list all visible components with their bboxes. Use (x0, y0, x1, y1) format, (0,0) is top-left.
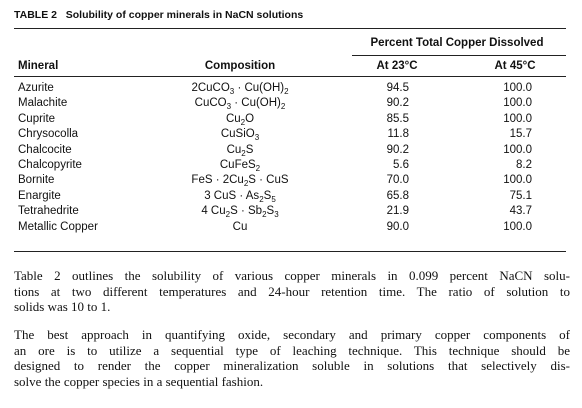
rule (352, 55, 566, 56)
table-label: TABLE 2 (14, 9, 57, 21)
value-45c: 100.0 (503, 82, 532, 94)
value-23c: 90.0 (386, 220, 409, 233)
value-45c: 100.0 (503, 143, 532, 156)
composition: FeS · 2Cu2S · CuS (170, 174, 310, 189)
value-45c: 8.2 (516, 159, 532, 171)
text-line: designed to render the copper mineraliza… (14, 358, 570, 373)
mineral: Chalcocite (18, 143, 72, 156)
mineral: Chalcopyrite (18, 159, 82, 171)
text-line: The best approach in quantifying oxide, … (14, 327, 570, 342)
composition: 2CuCO3 · Cu(OH)2 (170, 82, 310, 96)
value-45c: 75.1 (509, 189, 532, 202)
value-45c: 100.0 (503, 174, 532, 187)
formula-part: · Cu(OH) (231, 97, 281, 110)
composition: CuFeS2 (170, 159, 310, 173)
text-line: solids was 10 to 1. (14, 299, 111, 314)
composition: 3 CuS · As2S5 (170, 189, 310, 204)
formula-part: Cu (232, 220, 248, 233)
formula-part: CuFeS (219, 159, 256, 171)
formula-part: 2 (262, 210, 267, 220)
formula-part: FeS · 2Cu (191, 174, 244, 187)
value-45c: 100.0 (503, 112, 532, 125)
rule (14, 28, 566, 29)
value-23c: 90.2 (386, 97, 409, 110)
text-line: an ore is to utilize a sequential type o… (14, 342, 570, 358)
formula-part: S (263, 189, 272, 202)
composition: 4 Cu2S · Sb2S3 (170, 205, 310, 220)
formula-part: S (245, 143, 254, 156)
formula-part: 3 CuS · As (204, 189, 260, 202)
column-header: At 45°C (494, 60, 536, 72)
rule (14, 76, 566, 77)
formula-part: 3 (226, 102, 232, 112)
formula-part: Cu (225, 112, 241, 125)
value-23c: 21.9 (386, 205, 409, 218)
group-header: Percent Total Copper Dissolved (370, 37, 544, 49)
column-header: At 23°C (376, 60, 418, 72)
value-45c: 43.7 (509, 205, 532, 218)
formula-part: 3 (274, 210, 279, 220)
rule (14, 251, 566, 252)
column-header: Composition (204, 60, 276, 72)
formula-part: 2 (241, 148, 246, 158)
composition: Cu2S (170, 143, 310, 158)
mineral: Chrysocolla (18, 128, 79, 141)
mineral: Azurite (18, 82, 54, 94)
formula-part: S · CuS (248, 174, 289, 187)
value-23c: 5.6 (393, 159, 409, 171)
formula-part: 2CuCO (191, 82, 230, 94)
formula-part: 2 (243, 179, 249, 189)
formula-part: 2 (259, 194, 264, 204)
value-23c: 70.0 (386, 174, 409, 187)
mineral: Enargite (18, 189, 61, 202)
composition: Cu (170, 221, 310, 233)
mineral: Cuprite (18, 112, 56, 125)
value-23c: 11.8 (387, 128, 409, 141)
formula-part: S (266, 205, 275, 218)
composition: Cu2O (170, 112, 310, 127)
mineral: Malachite (18, 97, 68, 110)
mineral: Bornite (18, 174, 55, 187)
value-23c: 65.8 (386, 189, 409, 202)
paragraph: The best approach in quantifying oxide, … (14, 327, 570, 389)
formula-part: 5 (271, 194, 276, 204)
formula-part: 4 Cu (201, 205, 226, 218)
text-line: Table 2 outlines the solubility of vario… (14, 268, 570, 283)
formula-part: 2 (284, 87, 289, 96)
formula-part: 2 (255, 164, 261, 173)
formula-part: O (245, 112, 255, 125)
composition: CuCO3 · Cu(OH)2 (170, 97, 310, 112)
value-45c: 15.7 (509, 128, 532, 141)
table-caption: TABLE 2 Solubility of copper minerals in… (14, 9, 303, 21)
formula-part: 3 (254, 133, 260, 143)
formula-part: 2 (240, 117, 246, 127)
formula-part: CuSiO (220, 128, 255, 141)
formula-part: S · Sb (230, 205, 263, 218)
paragraph: Table 2 outlines the solubility of vario… (14, 268, 570, 315)
text-line: solve the copper species in a sequential… (14, 373, 264, 389)
mineral: Metallic Copper (18, 220, 98, 233)
composition: CuSiO3 (170, 128, 310, 143)
table-title: Solubility of copper minerals in NaCN so… (65, 9, 304, 21)
formula-part: · Cu(OH) (234, 82, 285, 94)
value-45c: 100.0 (503, 220, 532, 233)
formula-part: Cu (226, 143, 242, 156)
column-header: Mineral (18, 60, 59, 72)
value-23c: 90.2 (386, 143, 409, 156)
mineral: Tetrahedrite (18, 205, 79, 218)
value-45c: 100.0 (503, 97, 532, 110)
text-line: tions at two different temperatures and … (14, 283, 570, 299)
formula-part: 2 (225, 210, 231, 220)
formula-part: CuCO (194, 97, 227, 110)
value-23c: 94.5 (386, 82, 409, 94)
value-23c: 85.5 (386, 112, 409, 125)
formula-part: 3 (229, 87, 235, 96)
formula-part: 2 (280, 102, 286, 112)
